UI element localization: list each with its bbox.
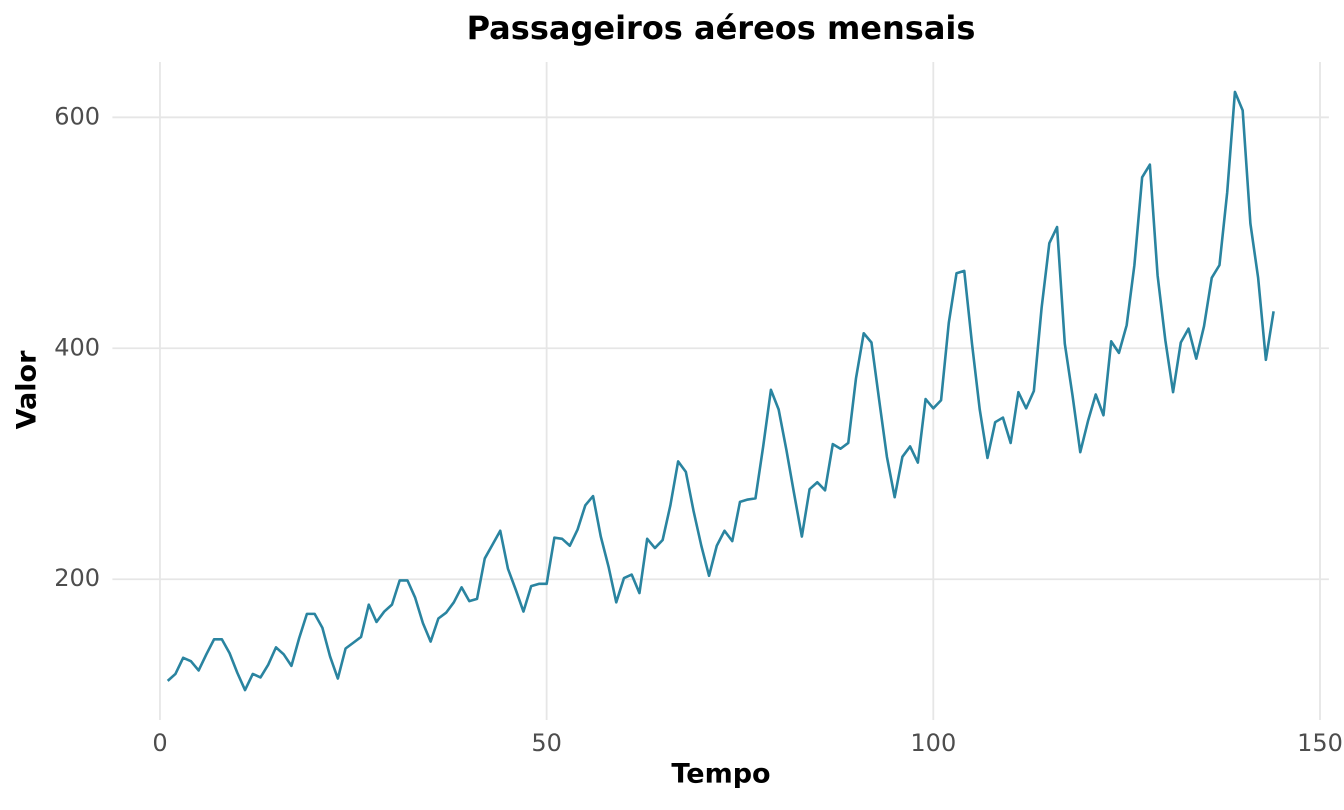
x-tick-label: 50 (531, 729, 562, 757)
data-line (166, 90, 1275, 692)
x-tick-label: 100 (910, 729, 956, 757)
x-tick-label: 0 (152, 729, 167, 757)
y-axis-title: Valor (12, 350, 43, 429)
chart-title: Passageiros aéreos mensais (467, 9, 976, 47)
y-tick-label: 400 (54, 333, 100, 361)
y-tick-label: 200 (54, 564, 100, 592)
y-tick-label: 600 (54, 102, 100, 130)
x-axis-title: Tempo (671, 759, 770, 790)
x-tick-label: 150 (1297, 729, 1343, 757)
